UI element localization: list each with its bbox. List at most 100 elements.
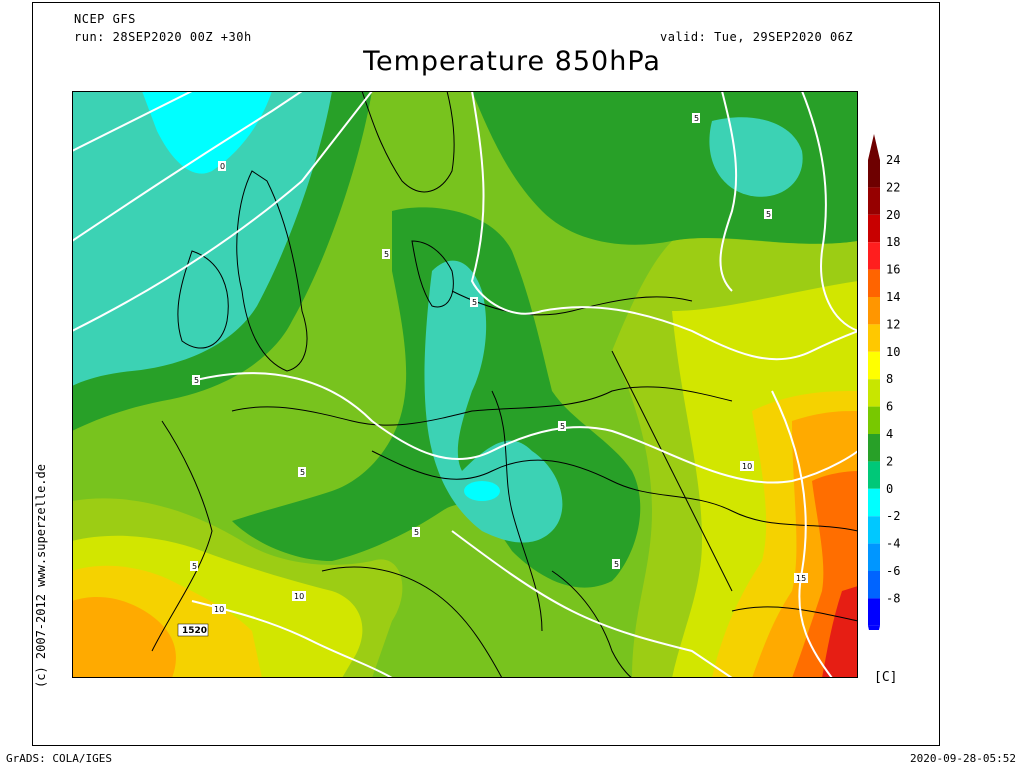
timestamp-label: 2020-09-28-05:52: [910, 752, 1016, 765]
contour-label: 5: [558, 421, 566, 431]
gp-contour-2: [72, 91, 303, 242]
gp-contour-1: [72, 91, 193, 152]
gp-contour-3: [72, 91, 373, 332]
colorbar-tick-label: -8: [886, 591, 900, 605]
colorbar-swatch: [868, 598, 880, 626]
svg-text:10: 10: [214, 605, 224, 614]
svg-text:5: 5: [766, 210, 771, 219]
balkan-coast: [551, 570, 633, 678]
copyright-label: (c) 2007-2012 www.superzelle.de: [34, 464, 48, 688]
gp-contour-7: [801, 91, 858, 332]
colorbar-tick-label: 14: [886, 290, 900, 304]
contour-label: 5: [412, 527, 420, 537]
colorbar-tick-label: 2: [886, 454, 893, 468]
colorbar-min-arrow: [868, 625, 880, 630]
colorbar-tick-label: -2: [886, 509, 900, 523]
france-west-coast: [151, 420, 213, 652]
colorbar-swatch: [868, 571, 880, 599]
colorbar-swatch: [868, 297, 880, 325]
temp-field-18-east: [822, 586, 858, 678]
temp-field-14-sw: [72, 596, 176, 678]
border-line-3: [611, 350, 733, 592]
colorbar-swatch: [868, 187, 880, 215]
svg-text:0: 0: [220, 162, 225, 171]
colorbar-tick-label: -4: [886, 537, 900, 551]
svg-text:5: 5: [614, 560, 619, 569]
contour-label: 5: [764, 209, 772, 219]
north-coast: [231, 386, 733, 426]
svg-text:15: 15: [796, 574, 806, 583]
software-label: GrADS: COLA/IGES: [6, 752, 112, 765]
colorbar-swatch: [868, 434, 880, 462]
contour-label: 10: [292, 591, 306, 601]
temp-field-0-central: [464, 481, 500, 501]
svg-text:5: 5: [300, 468, 305, 477]
svg-text:5: 5: [560, 422, 565, 431]
svg-text:5: 5: [194, 376, 199, 385]
svg-text:5: 5: [694, 114, 699, 123]
colorbar-swatch: [868, 461, 880, 489]
colorbar-tick-label: 18: [886, 235, 900, 249]
svg-text:10: 10: [294, 592, 304, 601]
svg-text:5: 5: [384, 250, 389, 259]
colorbar-tick-label: 16: [886, 263, 900, 277]
colorbar-swatch: [868, 242, 880, 270]
colorbar-swatch: [868, 214, 880, 243]
gp-contour-9: [771, 390, 833, 678]
run-label: run: 28SEP2020 00Z +30h: [74, 30, 252, 44]
black-sea-coast: [731, 606, 858, 622]
contour-label: 10: [212, 604, 226, 614]
colorbar-max-arrow: [868, 134, 880, 160]
chart-frame: [32, 2, 940, 746]
colorbar-swatch: [868, 269, 880, 297]
colorbar-swatch: [868, 379, 880, 407]
border-line-2: [491, 390, 543, 632]
contour-label: 1520: [177, 623, 209, 637]
border-line-1: [371, 450, 858, 532]
svg-text:5: 5: [472, 298, 477, 307]
contour-label: 5: [382, 249, 390, 259]
colorbar-swatch: [868, 351, 880, 380]
temperature-map: 0 5 5 5 5 5 5 5 5 5 5 10 10 10 15 1520: [72, 91, 858, 678]
colorbar-swatch: [868, 160, 880, 188]
colorbar-swatch: [868, 488, 880, 517]
colorbar-tick-label: 0: [886, 482, 893, 496]
contour-label: 5: [298, 467, 306, 477]
temp-field-2-west: [72, 91, 332, 386]
contour-label: 10: [740, 461, 754, 471]
gp-contour-5: [470, 91, 858, 361]
britain-outline: [236, 170, 308, 372]
contour-label: 5: [190, 561, 198, 571]
colorbar-tick-label: 4: [886, 427, 893, 441]
colorbar-tick-label: 24: [886, 153, 900, 167]
map-title: Temperature 850hPa: [363, 46, 661, 77]
colorbar-swatch: [868, 516, 880, 544]
denmark-outline: [411, 240, 454, 308]
colorbar-swatch: [868, 406, 880, 434]
contour-label: 0: [218, 161, 226, 171]
contour-label: 5: [192, 375, 200, 385]
contour-label: 5: [692, 113, 700, 123]
contour-label: 15: [794, 573, 808, 583]
contour-labels: 0 5 5 5 5 5 5 5 5 5 5 10 10 10 15 1520: [177, 113, 808, 637]
temp-field-2-central: [424, 260, 563, 543]
svg-text:10: 10: [742, 462, 752, 471]
colorbar-swatch: [868, 324, 880, 352]
ireland-outline: [177, 250, 229, 349]
model-label: NCEP GFS: [74, 12, 136, 26]
contour-label: 5: [612, 559, 620, 569]
baltic-coast: [451, 290, 693, 316]
colorbar-swatch: [868, 543, 880, 571]
valid-label: valid: Tue, 29SEP2020 06Z: [660, 30, 854, 44]
gp-contour-4: [191, 372, 858, 484]
svg-text:1520: 1520: [182, 626, 207, 636]
svg-text:5: 5: [192, 562, 197, 571]
colorbar-tick-label: 8: [886, 372, 893, 386]
unit-label: [C]: [874, 670, 898, 685]
colorbar-tick-label: 6: [886, 400, 893, 414]
coastlines: [151, 91, 858, 678]
map-border: [72, 91, 858, 678]
colorbar-tick-label: 22: [886, 180, 900, 194]
norway-outline: [361, 91, 455, 193]
